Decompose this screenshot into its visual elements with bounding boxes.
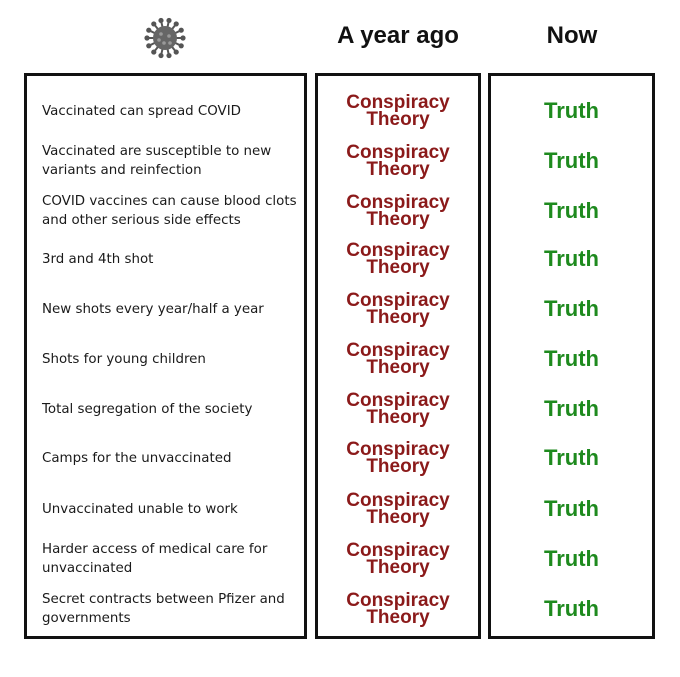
conspiracy-theory-label: Conspiracy Theory xyxy=(346,340,450,378)
now-cell: Truth xyxy=(491,136,652,186)
a-year-ago-cell: Conspiracy Theory xyxy=(318,384,478,434)
truth-label: Truth xyxy=(544,198,599,223)
truth-label: Truth xyxy=(544,396,599,421)
now-cell: Truth xyxy=(491,584,652,634)
now-cell: Truth xyxy=(491,534,652,584)
now-cell: Truth xyxy=(491,234,652,284)
item-text: 3rd and 4th shot xyxy=(42,251,154,267)
item-row: Shots for young children xyxy=(27,334,304,384)
a-year-ago-cell: Conspiracy Theory xyxy=(318,334,478,384)
header-a-year-ago: A year ago xyxy=(337,22,459,49)
a-year-ago-column: Conspiracy Theory Conspiracy Theory Conspira… xyxy=(315,73,481,639)
item-row: Camps for the unvaccinated xyxy=(27,433,304,483)
now-cell: Truth xyxy=(491,86,652,136)
item-row: Unvaccinated unable to work xyxy=(27,484,304,534)
a-year-ago-cell: Conspiracy Theory xyxy=(318,234,478,284)
item-text: Shots for young children xyxy=(42,351,206,367)
a-year-ago-cell: Conspiracy Theory xyxy=(318,186,478,236)
conspiracy-theory-label: Conspiracy Theory xyxy=(346,142,450,180)
item-row: COVID vaccines can cause blood clots and… xyxy=(27,186,304,236)
now-cell: Truth xyxy=(491,384,652,434)
a-year-ago-cell: Conspiracy Theory xyxy=(318,484,478,534)
a-year-ago-cell: Conspiracy Theory xyxy=(318,136,478,186)
conspiracy-theory-label: Conspiracy Theory xyxy=(346,240,450,278)
a-year-ago-cell: Conspiracy Theory xyxy=(318,433,478,483)
virus-icon xyxy=(144,17,186,59)
item-text: Total segregation of the society xyxy=(42,401,253,417)
now-column: Truth Truth Truth Truth Truth Truth Truth Truth… xyxy=(488,73,655,639)
a-year-ago-cell: Conspiracy Theory xyxy=(318,534,478,584)
item-row: Vaccinated can spread COVID xyxy=(27,86,304,136)
item-text: New shots every year/half a year xyxy=(42,301,264,317)
truth-label: Truth xyxy=(544,98,599,123)
truth-label: Truth xyxy=(544,346,599,371)
item-row: Total segregation of the society xyxy=(27,384,304,434)
a-year-ago-cell: Conspiracy Theory xyxy=(318,584,478,634)
conspiracy-theory-label: Conspiracy Theory xyxy=(346,439,450,477)
item-row: Harder access of medical care for unvacc… xyxy=(27,534,304,584)
conspiracy-theory-label: Conspiracy Theory xyxy=(346,290,450,328)
item-text: Harder access of medical care for unvacc… xyxy=(42,542,268,576)
truth-label: Truth xyxy=(544,445,599,470)
item-row: New shots every year/half a year xyxy=(27,284,304,334)
item-text: Camps for the unvaccinated xyxy=(42,450,232,466)
now-cell: Truth xyxy=(491,284,652,334)
conspiracy-theory-label: Conspiracy Theory xyxy=(346,92,450,130)
item-row: Secret contracts between Pfizer and gove… xyxy=(27,584,304,634)
conspiracy-theory-label: Conspiracy Theory xyxy=(346,390,450,428)
now-cell: Truth xyxy=(491,334,652,384)
now-cell: Truth xyxy=(491,433,652,483)
item-row: Vaccinated are susceptible to new varian… xyxy=(27,136,304,186)
now-cell: Truth xyxy=(491,186,652,236)
conspiracy-theory-label: Conspiracy Theory xyxy=(346,490,450,528)
item-text: COVID vaccines can cause blood clots and… xyxy=(42,194,297,228)
a-year-ago-cell: Conspiracy Theory xyxy=(318,284,478,334)
item-row: 3rd and 4th shot xyxy=(27,234,304,284)
truth-label: Truth xyxy=(544,246,599,271)
a-year-ago-cell: Conspiracy Theory xyxy=(318,86,478,136)
item-text: Vaccinated are susceptible to new varian… xyxy=(42,144,272,178)
header-now: Now xyxy=(546,22,598,49)
conspiracy-theory-label: Conspiracy Theory xyxy=(346,192,450,230)
item-text: Vaccinated can spread COVID xyxy=(42,103,241,119)
truth-label: Truth xyxy=(544,596,599,621)
truth-label: Truth xyxy=(544,546,599,571)
truth-label: Truth xyxy=(544,496,599,521)
item-text: Secret contracts between Pfizer and gove… xyxy=(42,592,285,626)
conspiracy-theory-label: Conspiracy Theory xyxy=(346,590,450,628)
now-cell: Truth xyxy=(491,484,652,534)
conspiracy-theory-label: Conspiracy Theory xyxy=(346,540,450,578)
truth-label: Truth xyxy=(544,296,599,321)
item-text: Unvaccinated unable to work xyxy=(42,501,238,517)
items-column: Vaccinated can spread COVID Vaccinated ar… xyxy=(24,73,307,639)
truth-label: Truth xyxy=(544,148,599,173)
